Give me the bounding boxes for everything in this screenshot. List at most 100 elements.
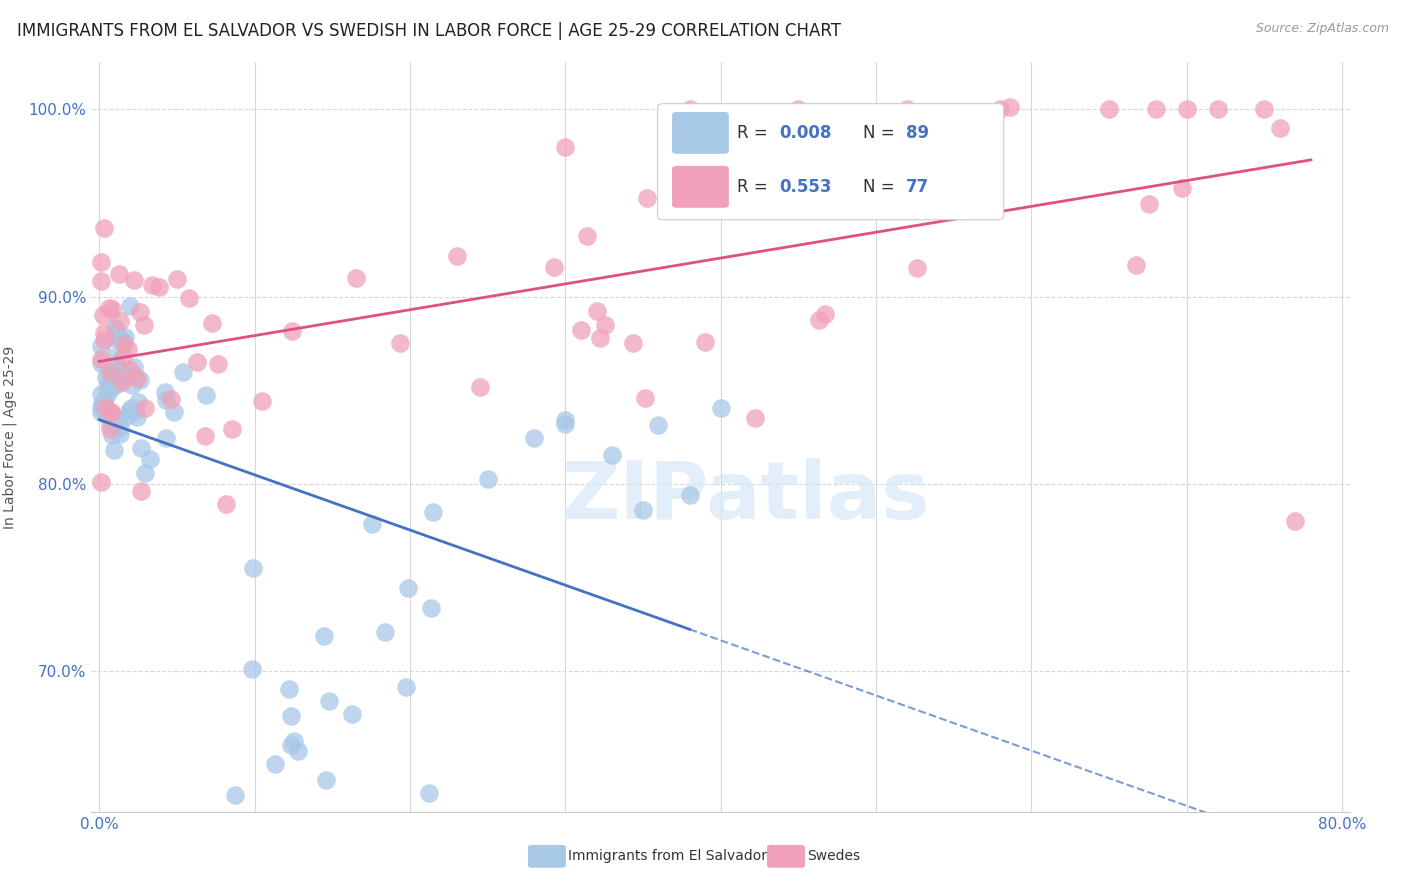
Y-axis label: In Labor Force | Age 25-29: In Labor Force | Age 25-29	[3, 345, 17, 529]
Text: R =: R =	[737, 178, 773, 196]
Point	[1268, 120, 1291, 135]
Point	[523, 431, 546, 445]
Point	[134, 401, 156, 415]
Point	[905, 261, 928, 276]
Point	[104, 320, 127, 334]
Point	[120, 401, 142, 415]
FancyBboxPatch shape	[672, 112, 728, 153]
Point	[96, 370, 118, 384]
Point	[108, 372, 131, 386]
Point	[117, 409, 139, 423]
Point	[97, 376, 120, 390]
Point	[122, 272, 145, 286]
Point	[633, 391, 655, 405]
Point	[120, 300, 142, 314]
Point	[571, 323, 593, 337]
Point	[678, 488, 700, 502]
Point	[977, 137, 1000, 152]
Point	[93, 326, 115, 340]
FancyBboxPatch shape	[672, 167, 728, 207]
Point	[396, 581, 419, 595]
Point	[111, 334, 134, 348]
Point	[108, 420, 131, 434]
Point	[695, 335, 717, 350]
Point	[112, 336, 135, 351]
Point	[105, 357, 128, 371]
Point	[214, 497, 236, 511]
Point	[155, 431, 177, 445]
Point	[90, 255, 112, 269]
Point	[418, 786, 440, 800]
Point	[118, 363, 141, 377]
Point	[100, 404, 122, 418]
Point	[631, 502, 654, 516]
Point	[1137, 197, 1160, 211]
Point	[124, 404, 146, 418]
Point	[207, 357, 229, 371]
Point	[941, 203, 963, 218]
Point	[129, 373, 152, 387]
Point	[221, 422, 243, 436]
Point	[155, 393, 177, 408]
Point	[105, 349, 128, 363]
Point	[744, 411, 766, 425]
Point	[103, 443, 125, 458]
Point	[93, 400, 115, 414]
Point	[342, 707, 364, 722]
Point	[446, 249, 468, 263]
Point	[148, 279, 170, 293]
Point	[361, 517, 384, 532]
Point	[111, 350, 134, 364]
Point	[318, 694, 340, 708]
FancyBboxPatch shape	[658, 103, 1004, 219]
Point	[125, 370, 148, 384]
Point	[194, 429, 217, 443]
Point	[988, 102, 1011, 116]
Point	[101, 376, 124, 391]
Point	[1125, 259, 1147, 273]
Point	[647, 417, 669, 432]
Point	[420, 601, 443, 615]
Point	[110, 334, 132, 348]
Point	[127, 395, 149, 409]
Point	[97, 386, 120, 401]
Point	[141, 277, 163, 292]
Point	[101, 380, 124, 394]
Point	[201, 316, 224, 330]
Text: N =: N =	[863, 178, 900, 196]
Point	[468, 380, 491, 394]
Point	[97, 379, 120, 393]
Point	[122, 360, 145, 375]
Point	[263, 756, 285, 771]
Point	[107, 362, 129, 376]
Point	[177, 291, 200, 305]
Point	[636, 191, 658, 205]
Point	[90, 401, 112, 416]
Point	[155, 385, 177, 400]
Point	[129, 483, 152, 498]
Point	[277, 682, 299, 697]
Point	[543, 260, 565, 274]
Point	[344, 270, 367, 285]
Point	[139, 452, 162, 467]
Point	[554, 139, 576, 153]
Point	[374, 625, 396, 640]
Point	[280, 738, 302, 752]
Point	[132, 318, 155, 332]
Point	[90, 475, 112, 489]
Point	[108, 314, 131, 328]
Point	[186, 355, 208, 369]
Point	[93, 333, 115, 347]
Point	[117, 342, 139, 356]
Point	[1253, 102, 1275, 116]
Point	[283, 734, 305, 748]
Point	[107, 412, 129, 426]
Point	[108, 427, 131, 442]
Point	[129, 305, 152, 319]
Point	[98, 365, 121, 379]
Point	[110, 365, 132, 379]
Point	[100, 411, 122, 425]
Point	[93, 221, 115, 235]
Text: Source: ZipAtlas.com: Source: ZipAtlas.com	[1256, 22, 1389, 36]
Point	[125, 410, 148, 425]
